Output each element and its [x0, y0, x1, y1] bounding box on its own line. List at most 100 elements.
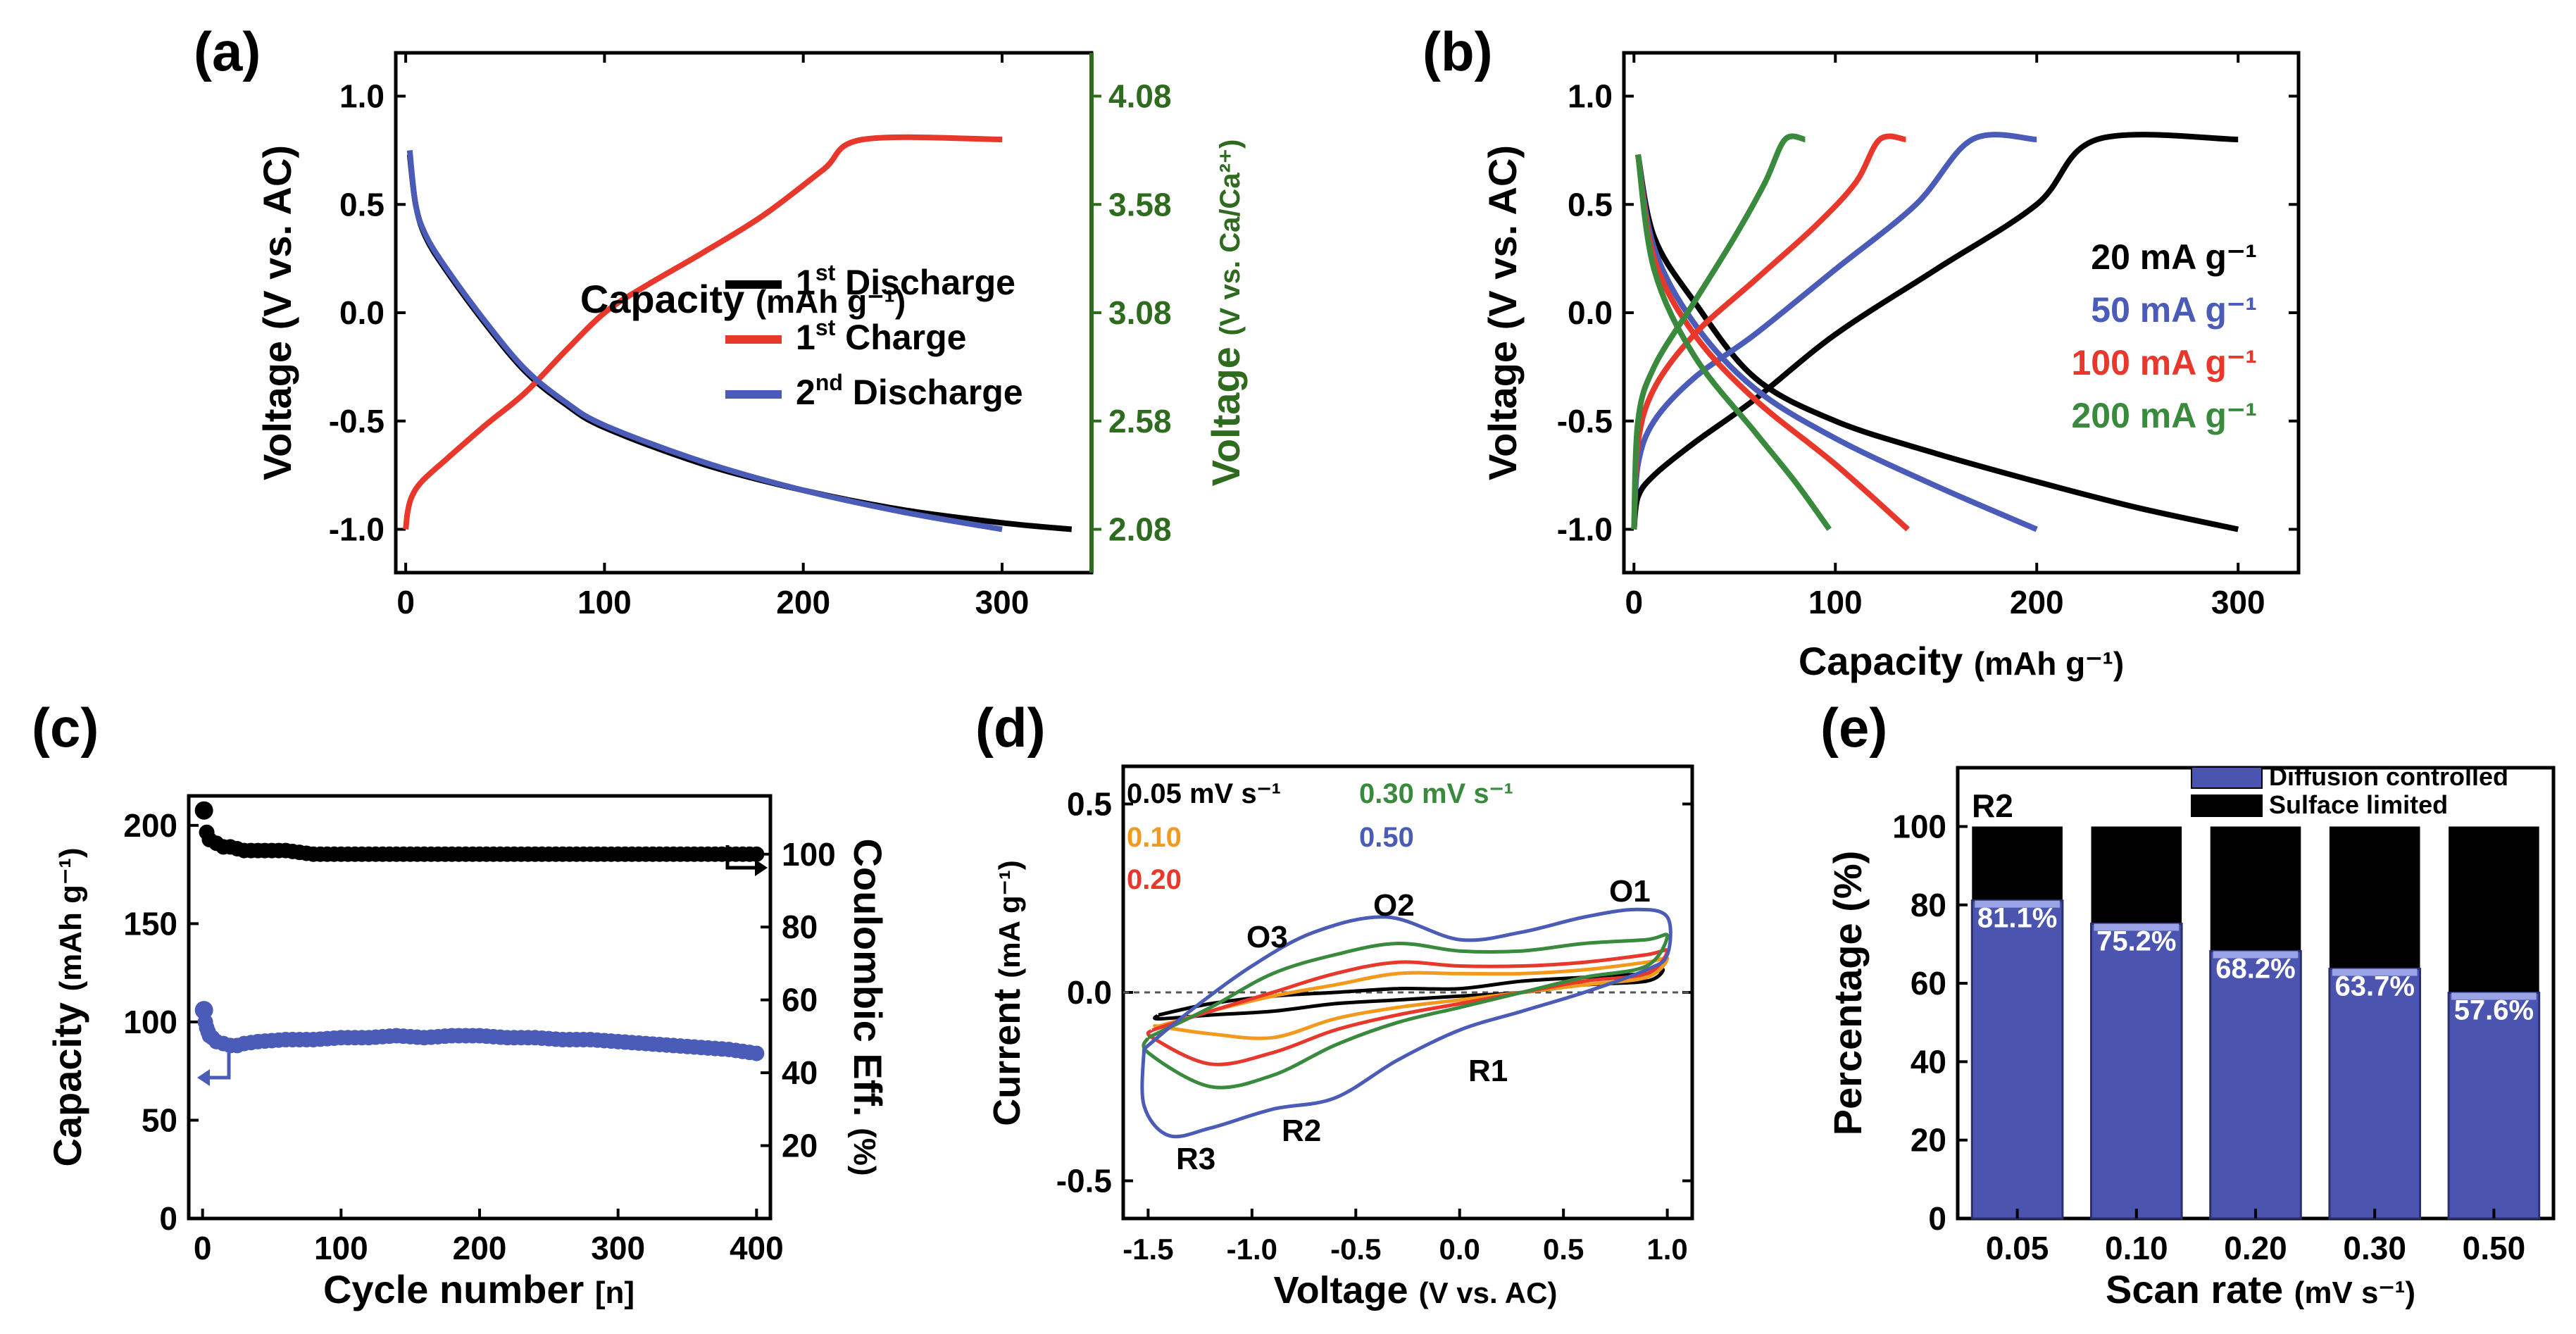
panel-b-ytick-label: -0.5	[1557, 403, 1613, 440]
panel-e-xtick-label: 0.05	[1986, 1230, 2049, 1266]
panel-a-y2tick-label: 4.08	[1108, 78, 1172, 115]
panel-d-ytick-label: 0.5	[1067, 786, 1112, 823]
panel-c-y2label: Coulombic Eff. (%)	[846, 838, 890, 1176]
panel-c-xlabel: Cycle number [n]	[323, 1267, 634, 1311]
panel-e-data-label: 81.1%	[1977, 903, 2057, 934]
panel-e-xtick-label: 0.10	[2105, 1230, 2168, 1266]
panel-a-xtick-label: 200	[776, 584, 830, 621]
panel-d-series-0.10	[1153, 956, 1670, 1040]
panel-b-ytick-label: 0.5	[1568, 186, 1613, 223]
panel-a-xlabel: Capacity (mAh g⁻¹)	[580, 277, 906, 321]
panel-a-xtick-label: 100	[577, 584, 632, 621]
panel-e-bar-sulface	[2091, 826, 2182, 924]
panel-d-xtick-label: -1.5	[1123, 1233, 1173, 1266]
panel-e-bar-sulface	[2329, 826, 2420, 969]
panel-b-ytick-label: 0.0	[1568, 294, 1613, 331]
panel-c-point-coulombic	[749, 846, 765, 862]
panel-c-xtick-label: 400	[730, 1230, 784, 1266]
panel-b-label: (b)	[1423, 20, 1493, 82]
panel-c-label: (c)	[32, 697, 99, 759]
panel-d-ytick-label: -0.5	[1056, 1163, 1112, 1199]
panel-a-ytick-label: 0.5	[339, 186, 384, 223]
panel-b-legend-label: 100 mA g⁻¹	[2071, 343, 2257, 382]
panel-a-y2tick-label: 2.08	[1108, 511, 1172, 548]
panel-c-right-arrow-head	[755, 859, 768, 876]
panel-c-y2tick-label: 100	[782, 836, 836, 873]
panel-c-point-capacity	[749, 1045, 765, 1061]
panel-e-bar-highlight	[2094, 923, 2180, 931]
panel-d-ylabel: Current (mA g⁻¹)	[986, 860, 1028, 1126]
panel-a-legend-label: 1st Charge	[796, 315, 966, 357]
panel-d-label: (d)	[975, 697, 1046, 759]
panel-c-ytick-label: 0	[159, 1200, 177, 1237]
panel-d-series-0.30	[1142, 933, 1670, 1090]
panel-d-legend-label: 0.05 mV s⁻¹	[1127, 778, 1281, 809]
panel-e-bar-diffusion	[1970, 899, 2064, 1220]
panel-d-annotation-O1: O1	[1609, 874, 1651, 909]
panel-d-xtick-label: 0.5	[1543, 1233, 1584, 1266]
panel-b-series-5	[1635, 154, 1910, 532]
panel-c-point-coulombic	[194, 801, 213, 820]
panel-b-ytick-label: -1.0	[1557, 511, 1613, 548]
panel-b-xtick-label: 0	[1625, 584, 1644, 621]
panel-c-ytick-label: 150	[123, 905, 177, 942]
panel-b-series-1	[1635, 154, 2239, 532]
panel-a-ytick-label: 1.0	[339, 78, 384, 115]
panel-c-y2tick-label: 60	[782, 982, 818, 1018]
panel-c-left-arrow	[201, 1053, 231, 1080]
panel-a-y2tick-label: 2.58	[1108, 403, 1172, 440]
panel-b-legend-label: 20 mA g⁻¹	[2091, 237, 2257, 277]
panel-c-y2tick-label: 20	[782, 1128, 818, 1164]
panel-e-legend-label: Sulface limited	[2269, 790, 2448, 819]
panel-a-ytick-label: 0.0	[339, 294, 384, 331]
panel-e-data-label: 63.7%	[2334, 971, 2414, 1002]
panel-e-ytick-label: 20	[1911, 1122, 1946, 1159]
panel-c-y2tick-label: 40	[782, 1054, 818, 1091]
panel-c-y2tick-label: 80	[782, 909, 818, 945]
panel-e-bar-diffusion	[2209, 949, 2302, 1220]
panel-b-xlabel: Capacity (mAh g⁻¹)	[1799, 639, 2124, 683]
panel-e-bar-highlight	[1975, 900, 2060, 908]
panel-d-xtick-label: 0.0	[1439, 1233, 1480, 1266]
panel-e-bar-diffusion	[2328, 967, 2421, 1220]
panel-c-xtick-label: 200	[453, 1230, 507, 1266]
panel-e-data-label: 75.2%	[2096, 925, 2176, 956]
panel-a-y2tick-label: 3.08	[1108, 294, 1172, 331]
panel-d-legend-label: 0.50	[1359, 822, 1414, 853]
panel-a-series-3	[406, 149, 1003, 532]
panel-e-xlabel: Scan rate (mV s⁻¹)	[2106, 1267, 2415, 1311]
panel-e-bar-diffusion	[2090, 922, 2183, 1220]
panel-a-label: (a)	[194, 20, 261, 82]
panel-b-xtick-label: 200	[2010, 584, 2064, 621]
panel-e-legend-swatch	[2191, 794, 2263, 817]
panel-b-series-4	[1631, 132, 2037, 530]
panel-a-series-2	[403, 134, 1003, 530]
panel-c-right-arrow	[725, 845, 764, 870]
panel-d-xtick-label: -0.5	[1330, 1233, 1381, 1266]
panel-d-xtick-label: 1.0	[1646, 1233, 1687, 1266]
panel-d-legend-label: 0.30 mV s⁻¹	[1359, 778, 1513, 809]
panel-a-legend-label: 1st Discharge	[796, 260, 1015, 302]
panel-e-bar-sulface	[1972, 826, 2063, 901]
panel-a-y2label: Voltage (V vs. Ca/Ca²⁺)	[1203, 139, 1248, 487]
panel-c-ylabel: Capacity (mAh g⁻¹)	[45, 847, 89, 1166]
panel-e-bar-diffusion	[2447, 991, 2541, 1220]
panel-c-ytick-label: 200	[123, 807, 177, 844]
panel-c-left-arrow-head	[197, 1069, 210, 1086]
panel-b-xtick-label: 100	[1808, 584, 1863, 621]
panel-b-series-7	[1635, 154, 1832, 531]
panel-b-series-8	[1631, 133, 1806, 530]
panel-e-data-label: 68.2%	[2215, 953, 2295, 984]
panel-e-xtick-label: 0.50	[2463, 1230, 2526, 1266]
panel-e-xtick-label: 0.20	[2224, 1230, 2287, 1266]
panel-d-xlabel: Voltage (V vs. AC)	[1274, 1269, 1558, 1311]
panel-d-series-0.50	[1140, 907, 1672, 1139]
panel-b-series-3	[1635, 154, 2038, 532]
panel-d-annotation-R1: R1	[1468, 1054, 1508, 1088]
panel-e-xtick-label: 0.30	[2343, 1230, 2406, 1266]
panel-d-legend-label: 0.20	[1127, 864, 1182, 895]
panel-a-ylabel: Voltage (V vs. AC)	[255, 145, 299, 480]
panel-b-xtick-label: 300	[2211, 584, 2265, 621]
panel-a-xtick-label: 0	[396, 584, 415, 621]
